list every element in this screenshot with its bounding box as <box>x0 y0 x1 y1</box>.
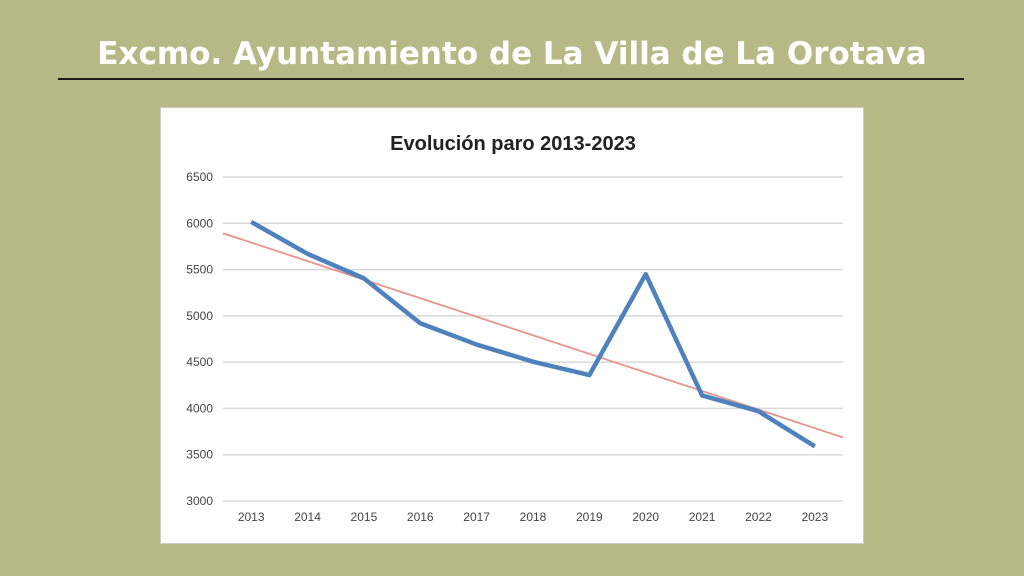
y-tick-label: 5500 <box>186 263 213 277</box>
x-tick-label: 2021 <box>689 510 716 524</box>
chart-svg: Evolución paro 2013-2023 3000 3500 4000 450… <box>186 133 844 524</box>
x-tick-label: 2013 <box>238 510 265 524</box>
x-tick-label: 2023 <box>801 510 828 524</box>
y-tick-label: 5000 <box>186 309 213 323</box>
y-tick-label: 3500 <box>186 448 213 462</box>
y-tick-label: 4000 <box>186 401 213 415</box>
x-tick-label: 2022 <box>745 510 772 524</box>
y-tick-label: 6000 <box>186 216 213 230</box>
chart-title: Evolución paro 2013-2023 <box>390 133 636 155</box>
series-line-paro <box>250 219 817 449</box>
slide-title: Excmo. Ayuntamiento de La Villa de La Or… <box>97 36 927 72</box>
x-tick-label: 2018 <box>520 510 547 524</box>
x-tick-label: 2016 <box>407 510 434 524</box>
y-tick-label: 4500 <box>186 355 213 369</box>
title-divider <box>58 78 964 80</box>
y-tick-label: 6500 <box>186 170 213 184</box>
x-tick-label: 2020 <box>632 510 659 524</box>
trend-line <box>222 232 844 439</box>
chart: Evolución paro 2013-2023 3000 3500 4000 450… <box>160 107 864 544</box>
x-tick-label: 2019 <box>576 510 603 524</box>
y-tick-label: 3000 <box>186 494 213 508</box>
x-tick-label: 2017 <box>463 510 490 524</box>
x-tick-label: 2014 <box>294 510 321 524</box>
x-tick-label: 2015 <box>351 510 378 524</box>
